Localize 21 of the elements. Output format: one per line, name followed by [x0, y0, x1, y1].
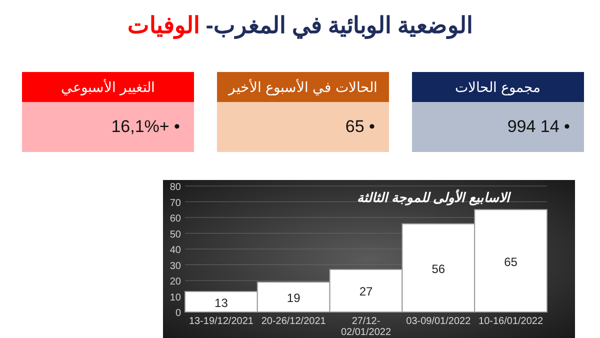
data-label: 56 [432, 262, 446, 276]
data-label: 65 [504, 254, 518, 269]
xtick: 13-19/12/2021 [188, 316, 254, 327]
chart-title: الاسابيع الأولى للموجة الثالثة [357, 190, 510, 205]
xtick: 10-16/01/2022 [478, 316, 544, 327]
ytick: 50 [170, 229, 181, 240]
data-label: 27 [359, 284, 373, 299]
data-label: 13 [214, 296, 228, 310]
xtick: 03-09/01/2022 [406, 316, 471, 327]
xtick: 27/12-02/01/2022 [340, 316, 392, 338]
ytick: 70 [170, 198, 181, 209]
ytick: 40 [170, 245, 181, 256]
ytick: 30 [170, 260, 181, 272]
ytick: 10 [170, 292, 181, 304]
ytick: 0 [175, 308, 181, 319]
ytick: 60 [170, 214, 181, 224]
data-label: 19 [286, 291, 300, 306]
ytick: 80 [170, 182, 181, 193]
ytick: 20 [170, 276, 181, 288]
xtick: 20-26/12/2021 [261, 316, 326, 327]
title: الوضعية الوبائية في المغرب- الوفيات [126, 12, 474, 39]
